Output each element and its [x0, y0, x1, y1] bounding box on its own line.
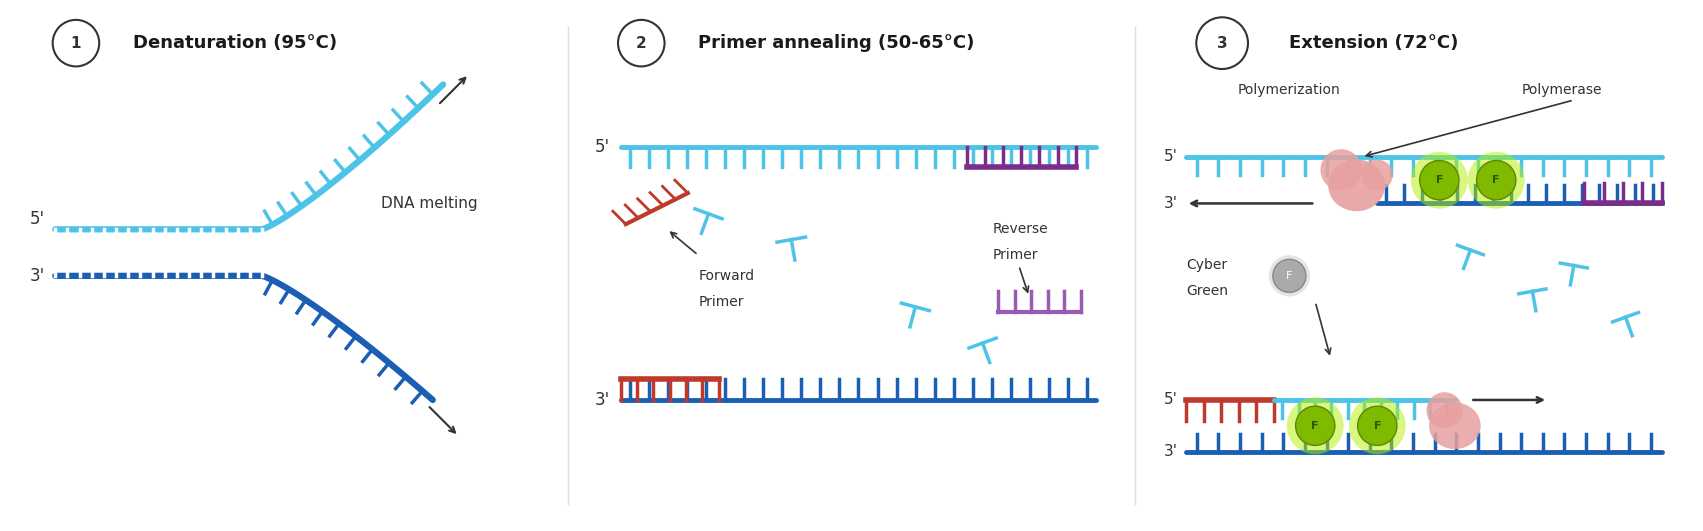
Text: Primer: Primer: [698, 295, 744, 309]
Text: 3: 3: [1218, 36, 1228, 50]
Text: DNA melting: DNA melting: [381, 196, 477, 211]
Text: Forward: Forward: [698, 269, 754, 283]
Circle shape: [1320, 149, 1362, 191]
Text: F: F: [1374, 421, 1381, 431]
Text: 3': 3': [29, 267, 44, 285]
Text: 5': 5': [594, 138, 610, 156]
Text: Polymerase: Polymerase: [1522, 83, 1603, 97]
Circle shape: [1362, 159, 1393, 191]
Circle shape: [1196, 18, 1248, 69]
Circle shape: [1296, 406, 1335, 446]
Text: 3': 3': [1163, 196, 1177, 211]
Circle shape: [1427, 392, 1463, 429]
Text: 1: 1: [72, 36, 82, 50]
Text: F: F: [1436, 175, 1442, 185]
Text: 2: 2: [635, 36, 647, 50]
Text: 5': 5': [1163, 149, 1177, 165]
Circle shape: [1410, 152, 1468, 209]
Circle shape: [1357, 406, 1396, 446]
Circle shape: [1477, 160, 1516, 200]
Text: Cyber: Cyber: [1185, 259, 1228, 272]
Text: Primer annealing (50-65°C): Primer annealing (50-65°C): [698, 34, 974, 52]
Circle shape: [1349, 397, 1405, 454]
Ellipse shape: [1328, 159, 1385, 211]
Text: 3': 3': [594, 391, 610, 409]
Circle shape: [53, 20, 99, 66]
Text: 3': 3': [1163, 444, 1177, 459]
Text: F: F: [1492, 175, 1500, 185]
Circle shape: [618, 20, 664, 66]
Text: 5': 5': [1163, 392, 1177, 407]
Text: Reverse: Reverse: [993, 222, 1049, 236]
Ellipse shape: [1429, 402, 1480, 449]
Text: F: F: [1311, 421, 1320, 431]
Text: Polymerization: Polymerization: [1238, 83, 1340, 97]
Text: F: F: [1286, 271, 1293, 281]
Text: 5': 5': [29, 210, 44, 228]
Text: Green: Green: [1185, 285, 1228, 298]
Circle shape: [1287, 397, 1344, 454]
Circle shape: [1468, 152, 1524, 209]
Circle shape: [1272, 259, 1306, 293]
Text: Extension (72°C): Extension (72°C): [1289, 34, 1459, 52]
Circle shape: [1420, 160, 1459, 200]
Text: Primer: Primer: [993, 248, 1039, 262]
Text: Denaturation (95°C): Denaturation (95°C): [133, 34, 337, 52]
Circle shape: [1269, 255, 1310, 296]
